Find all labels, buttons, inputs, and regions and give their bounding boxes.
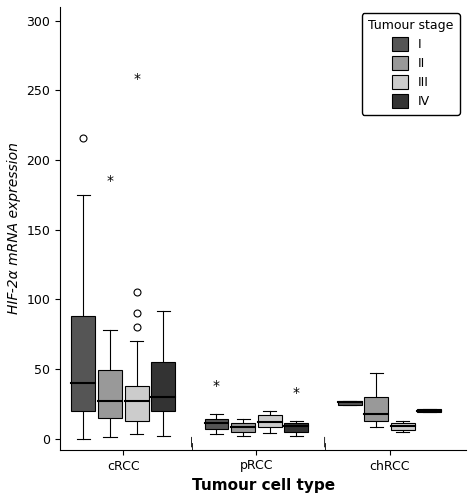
Bar: [231, 424, 255, 432]
Text: *: *: [133, 72, 140, 86]
Bar: [284, 424, 308, 432]
Text: *: *: [213, 378, 220, 392]
Bar: [258, 415, 282, 428]
Bar: [391, 424, 415, 430]
Text: *: *: [293, 386, 300, 400]
Bar: [364, 397, 388, 420]
X-axis label: Tumour cell type: Tumour cell type: [192, 478, 334, 493]
Bar: [151, 362, 175, 411]
Bar: [204, 419, 228, 429]
Bar: [71, 316, 96, 411]
Bar: [98, 370, 122, 418]
Y-axis label: HIF-2α mRNA expression: HIF-2α mRNA expression: [7, 142, 21, 314]
Text: *: *: [106, 174, 114, 188]
Bar: [125, 386, 149, 420]
Bar: [338, 401, 361, 405]
Legend: I, II, III, IV: I, II, III, IV: [362, 13, 460, 114]
Bar: [418, 410, 441, 412]
